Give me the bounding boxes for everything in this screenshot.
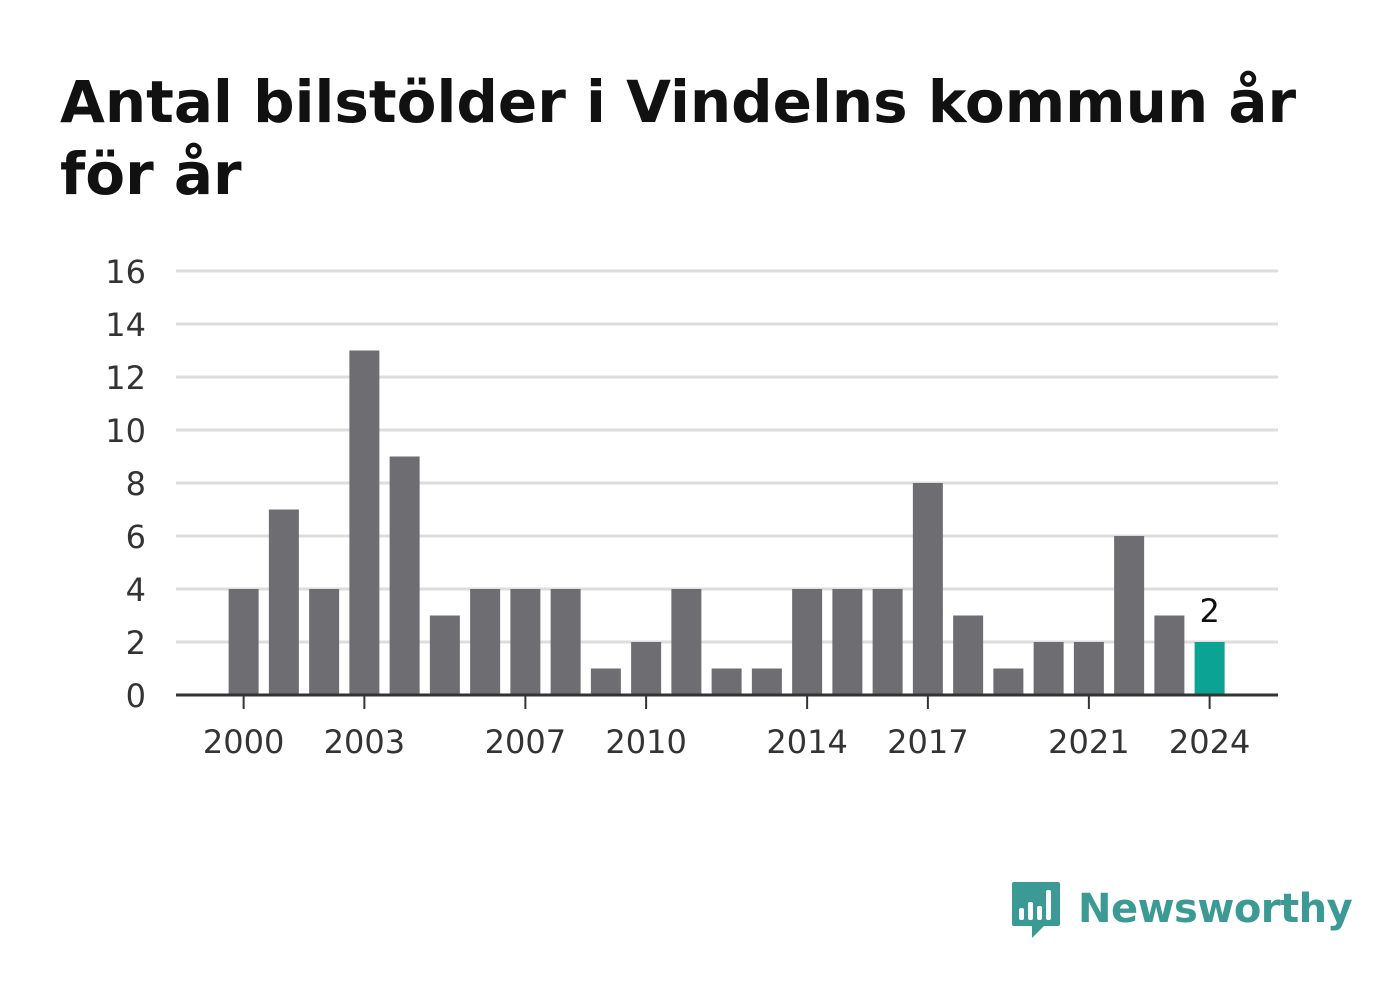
brand-name: Newsworthy bbox=[1078, 886, 1353, 932]
bar bbox=[268, 509, 299, 695]
y-tick-label: 14 bbox=[105, 306, 146, 344]
bar bbox=[309, 589, 340, 695]
bar bbox=[510, 589, 541, 695]
bar bbox=[590, 668, 621, 695]
bar bbox=[1154, 615, 1185, 695]
bar bbox=[953, 615, 984, 695]
x-tick-label: 2007 bbox=[485, 723, 566, 761]
gridlines bbox=[176, 269, 1278, 644]
y-tick-label: 6 bbox=[126, 518, 146, 556]
bar bbox=[550, 589, 581, 695]
y-tick-label: 10 bbox=[105, 412, 146, 450]
y-tick-label: 8 bbox=[126, 465, 146, 503]
bar bbox=[429, 615, 460, 695]
bar bbox=[228, 589, 259, 695]
axes: 0 2 4 6 8 10 12 14 16 2000 2003 2007 2010 2014 2017 202… bbox=[105, 253, 1278, 761]
bar bbox=[470, 589, 501, 695]
data-label: 2 bbox=[1199, 592, 1219, 630]
bar bbox=[872, 589, 903, 695]
bar bbox=[1073, 642, 1104, 695]
bar-chart: 2 0 2 4 6 8 10 12 14 16 2000 2003 2007 2010 2014 2017 2… bbox=[105, 253, 1278, 761]
bar-highlight bbox=[1194, 642, 1225, 695]
bar bbox=[711, 668, 742, 695]
bar bbox=[1114, 536, 1145, 695]
chart-title: Antal bilstölder i Vindelns kommun år fö… bbox=[60, 68, 1297, 208]
y-tick-label: 4 bbox=[126, 571, 146, 609]
bar bbox=[792, 589, 823, 695]
y-tick-label: 2 bbox=[126, 624, 146, 662]
x-tick-label: 2010 bbox=[605, 723, 686, 761]
y-tick-label: 16 bbox=[105, 253, 146, 291]
brand-logo: Newsworthy bbox=[1010, 878, 1353, 940]
bar bbox=[751, 668, 782, 695]
x-tick-label: 2000 bbox=[203, 723, 284, 761]
bars bbox=[228, 350, 1225, 695]
x-tick-label: 2024 bbox=[1169, 723, 1250, 761]
bar-chart-speech-bubble-icon bbox=[1012, 882, 1060, 938]
bar bbox=[349, 350, 380, 695]
data-labels: 2 bbox=[1199, 592, 1219, 630]
bar bbox=[993, 668, 1024, 695]
bar bbox=[832, 589, 863, 695]
x-tick-label: 2017 bbox=[887, 723, 968, 761]
x-tick-label: 2003 bbox=[324, 723, 405, 761]
bar bbox=[1033, 642, 1064, 695]
bar bbox=[389, 456, 420, 695]
bar bbox=[912, 483, 943, 695]
y-tick-label: 0 bbox=[126, 677, 146, 715]
x-tick-label: 2021 bbox=[1048, 723, 1129, 761]
bar bbox=[671, 589, 702, 695]
x-tick-label: 2014 bbox=[766, 723, 847, 761]
bar bbox=[631, 642, 662, 695]
y-tick-label: 12 bbox=[105, 359, 146, 397]
